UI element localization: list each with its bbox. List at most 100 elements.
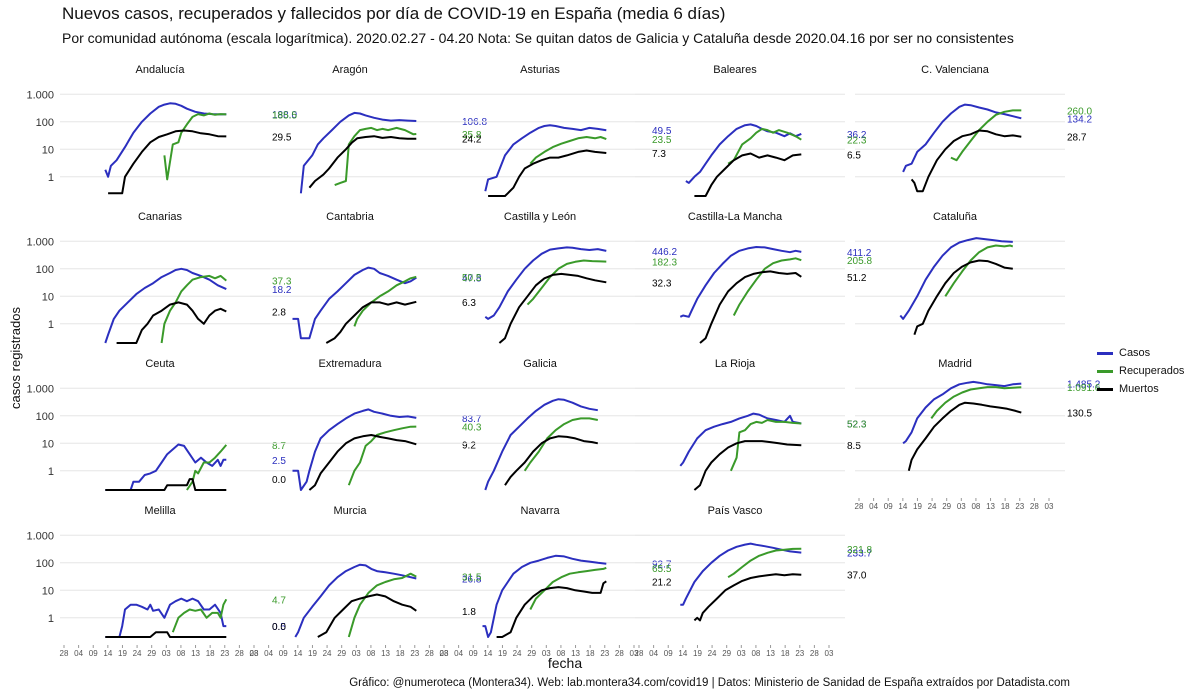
series-line-recuperados-murcia xyxy=(347,572,417,638)
series-line-recuperados-la-rioja xyxy=(729,419,802,472)
chart-title: Nuevos casos, recuperados y fallecidos p… xyxy=(62,4,726,23)
y-tick-label: 100 xyxy=(36,264,54,276)
series-line-casos-canarias xyxy=(104,267,227,344)
y-tick-label: 1 xyxy=(48,319,54,331)
legend-label-casos: Casos xyxy=(1119,347,1151,359)
x-tick-label: 24 xyxy=(928,502,937,511)
y-tick-label: 1 xyxy=(48,172,54,184)
x-tick-label: 04 xyxy=(264,649,273,658)
legend-item-casos: Casos xyxy=(1097,344,1184,362)
series-line-muertos-cataluna xyxy=(913,259,1013,336)
y-tick-label: 10 xyxy=(42,438,54,450)
x-tick-label: 28 xyxy=(250,649,259,658)
end-label-muertos-extremadura: 9.2 xyxy=(462,440,476,451)
x-tick-label: 14 xyxy=(483,649,492,658)
end-label-recuperados-aragon: 35.8 xyxy=(462,130,482,141)
end-label-muertos-castilla-la-mancha: 51.2 xyxy=(847,273,867,284)
x-tick-label: 23 xyxy=(410,649,419,658)
legend-item-recuperados: Recuperados xyxy=(1097,362,1184,380)
panel-title-extremadura: Extremadura xyxy=(319,358,383,370)
end-label-recuperados-extremadura: 40.3 xyxy=(462,423,482,434)
series-line-muertos-pais-vasco xyxy=(693,573,802,622)
x-tick-label: 18 xyxy=(396,649,405,658)
series-line-recuperados-aragon xyxy=(334,126,417,187)
x-tick-label: 08 xyxy=(556,649,565,658)
end-label-recuperados-canarias: 37.3 xyxy=(272,277,292,288)
end-label-recuperados-baleares: 22.3 xyxy=(847,136,867,147)
end-label-muertos-madrid: 130.5 xyxy=(1067,409,1092,420)
end-label-muertos-ceuta: 0.0 xyxy=(272,475,286,486)
y-tick-label: 1.000 xyxy=(26,89,54,101)
series-line-recuperados-canarias xyxy=(160,274,227,344)
series-line-muertos-galicia xyxy=(504,435,599,486)
x-tick-label: 14 xyxy=(103,649,112,658)
chart-subtitle: Por comunidad autónoma (escala logarítmi… xyxy=(62,30,1014,46)
series-line-recuperados-madrid xyxy=(930,386,1022,419)
series-line-casos-asturias xyxy=(484,124,607,192)
x-tick-label: 28 xyxy=(425,649,434,658)
series-line-casos-murcia xyxy=(294,563,417,638)
x-tick-label: 03 xyxy=(352,649,361,658)
x-tick-label: 18 xyxy=(206,649,215,658)
series-line-recuperados-baleares xyxy=(727,127,802,165)
series-line-recuperados-extremadura xyxy=(347,425,417,486)
y-tick-label: 100 xyxy=(36,117,54,129)
end-label-casos-canarias: 18.2 xyxy=(272,285,292,296)
x-tick-label: 09 xyxy=(469,649,478,658)
end-label-casos-cantabria: 47.8 xyxy=(462,274,482,285)
y-tick-label: 10 xyxy=(42,144,54,156)
legend-swatch-casos xyxy=(1097,351,1113,355)
panel-title-madrid: Madrid xyxy=(938,358,972,370)
x-tick-label: 13 xyxy=(766,649,775,658)
series-line-recuperados-andalucia xyxy=(163,112,227,181)
x-tick-label: 13 xyxy=(571,649,580,658)
series-line-recuperados-galicia xyxy=(523,417,598,472)
y-tick-label: 1 xyxy=(48,466,54,478)
series-line-casos-castilla-y-leon xyxy=(484,246,607,320)
end-label-casos-ceuta: 2.5 xyxy=(272,456,286,467)
x-tick-label: 19 xyxy=(498,649,507,658)
x-tick-label: 19 xyxy=(693,649,702,658)
end-label-muertos-aragon: 24.2 xyxy=(462,135,482,146)
x-tick-label: 03 xyxy=(737,649,746,658)
x-axis-title: fecha xyxy=(548,655,582,671)
panel-title-cataluna: Cataluña xyxy=(933,211,978,223)
series-line-casos-navarra xyxy=(482,554,607,638)
end-label-recuperados-asturias: 23.5 xyxy=(652,135,672,146)
series-line-muertos-cantabria xyxy=(325,300,417,344)
series-line-casos-madrid xyxy=(902,380,1022,445)
end-label-muertos-castilla-y-leon: 32.3 xyxy=(652,278,672,289)
x-tick-label: 14 xyxy=(678,649,687,658)
end-label-muertos-baleares: 6.5 xyxy=(847,150,861,161)
end-label-recuperados-murcia: 31.5 xyxy=(462,573,482,584)
x-tick-label: 19 xyxy=(118,649,127,658)
series-line-casos-extremadura xyxy=(292,408,417,491)
y-tick-label: 10 xyxy=(42,585,54,597)
end-label-muertos-andalucia: 29.5 xyxy=(272,132,292,143)
series-line-muertos-navarra xyxy=(496,580,607,638)
series-line-casos-ceuta xyxy=(105,443,227,491)
x-tick-label: 28 xyxy=(810,649,819,658)
x-tick-label: 04 xyxy=(869,502,878,511)
y-tick-label: 1.000 xyxy=(26,383,54,395)
end-label-recuperados-andalucia: 185.5 xyxy=(272,110,297,121)
panel-title-baleares: Baleares xyxy=(713,64,757,76)
end-label-casos-aragon: 106.8 xyxy=(462,117,487,128)
x-tick-label: 03 xyxy=(250,649,259,658)
panel-title-ceuta: Ceuta xyxy=(145,358,175,370)
end-label-recuperados-melilla: 4.7 xyxy=(272,595,286,606)
series-line-recuperados-cantabria xyxy=(353,275,417,327)
end-label-muertos-pais-vasco: 37.0 xyxy=(847,571,867,582)
x-tick-label: 04 xyxy=(454,649,463,658)
x-tick-label: 03 xyxy=(825,649,834,658)
end-label-muertos-melilla: 0.0 xyxy=(272,622,286,633)
end-label-casos-madrid: 1.485.2 xyxy=(1067,380,1101,391)
y-tick-label: 100 xyxy=(36,558,54,570)
x-tick-label: 28 xyxy=(615,649,624,658)
x-tick-label: 04 xyxy=(74,649,83,658)
end-label-muertos-c-valenciana: 28.7 xyxy=(1067,133,1087,144)
x-tick-label: 28 xyxy=(1030,502,1039,511)
panel-title-asturias: Asturias xyxy=(520,64,560,76)
series-line-muertos-aragon xyxy=(308,135,417,189)
end-label-casos-castilla-y-leon: 446.2 xyxy=(652,247,677,258)
